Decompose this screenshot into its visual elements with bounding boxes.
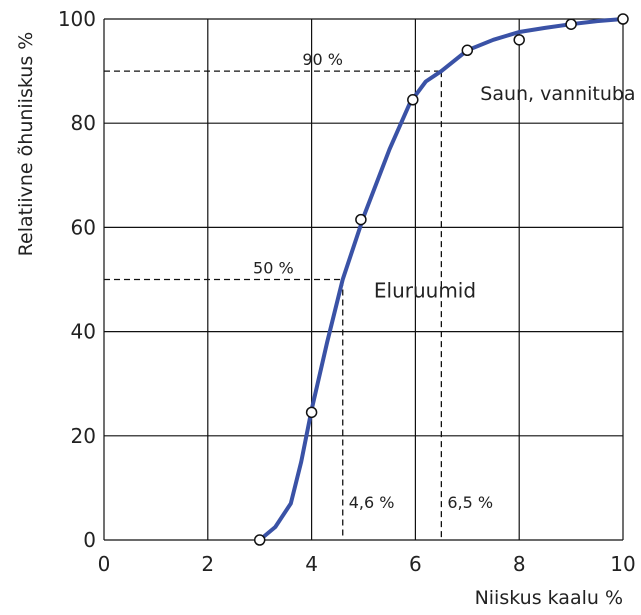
annotation-label: Saun, vannituba (480, 83, 635, 105)
x-tick-label: 10 (610, 552, 635, 576)
data-point (407, 94, 419, 106)
x-tick-label: 4 (305, 552, 318, 576)
y-axis-label: Relatiivne õhuniiskus % (15, 32, 37, 257)
guide-y-label: 90 % (302, 50, 343, 69)
guide-x-label: 4,6 % (349, 493, 395, 512)
data-point (565, 18, 577, 30)
guide-y-label: 50 % (253, 259, 294, 278)
x-tick-label: 0 (98, 552, 111, 576)
y-tick-label: 80 (71, 111, 96, 135)
y-tick-label: 20 (71, 424, 96, 448)
y-tick-label: 0 (83, 528, 96, 552)
x-axis-label: Niiskus kaalu % (475, 587, 623, 609)
annotation-label: Eluruumid (374, 279, 476, 303)
data-point (617, 13, 629, 25)
annotations: Saun, vannituba Eluruumid (374, 83, 636, 303)
y-tick-label: 60 (71, 215, 96, 239)
data-point (355, 213, 367, 226)
y-tick-label: 40 (71, 320, 96, 344)
data-point (461, 44, 474, 57)
data-point (253, 534, 266, 546)
data-point (305, 406, 318, 419)
x-tick-label: 8 (513, 552, 526, 576)
y-tick-label: 100 (58, 7, 96, 31)
x-tick-label: 6 (409, 552, 422, 576)
guides: 50 % 4,6 % 90 % 6,5 % (104, 50, 493, 540)
x-tick-label: 2 (201, 552, 214, 576)
series (253, 13, 629, 546)
data-point (513, 34, 525, 46)
guide-x-label: 6,5 % (447, 493, 493, 512)
grid (103, 18, 624, 541)
